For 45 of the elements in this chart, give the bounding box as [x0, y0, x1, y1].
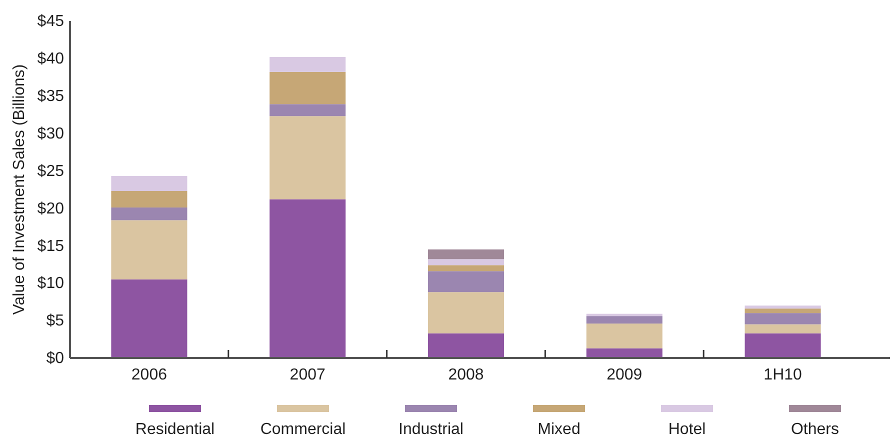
bar	[270, 199, 346, 358]
bar	[111, 220, 188, 280]
bar	[270, 56, 346, 72]
y-axis-title: Value of Investment Sales (Billions)	[11, 64, 28, 315]
bar	[111, 207, 188, 220]
bar	[111, 279, 188, 358]
bar	[428, 259, 504, 266]
x-tick-label: 2007	[290, 366, 326, 384]
legend-label: Mixed	[538, 421, 580, 436]
y-tick-label: $30	[37, 125, 64, 142]
bar	[111, 176, 188, 191]
bar	[270, 104, 346, 116]
bar	[586, 316, 662, 324]
bar	[744, 324, 821, 334]
y-tick-label: $35	[37, 88, 64, 106]
legend-label: Residential	[135, 421, 215, 436]
y-tick-label: $45	[37, 13, 64, 30]
y-tick-label: $20	[37, 200, 64, 218]
legend-label: Others	[790, 421, 840, 436]
bar	[744, 313, 821, 324]
legend-label: Hotel	[668, 421, 706, 436]
x-tick-label: 2009	[606, 366, 642, 384]
bar	[428, 271, 504, 292]
legend-label: Industrial	[398, 421, 464, 436]
y-tick-label: $15	[37, 238, 64, 255]
bar	[744, 306, 821, 309]
bar	[270, 72, 346, 104]
y-tick-label: $5	[46, 312, 64, 330]
legend-label: Commercial	[260, 421, 346, 436]
y-tick-label: $25	[37, 162, 64, 180]
y-tick-label: $10	[37, 275, 64, 292]
bar	[111, 191, 188, 208]
bar	[586, 324, 662, 348]
bar	[428, 265, 504, 272]
x-tick-label: 2006	[131, 366, 168, 384]
bar	[428, 249, 504, 260]
y-tick-label: $40	[37, 50, 64, 68]
y-tick-label: $0	[46, 350, 64, 368]
x-tick-label: 1H10	[764, 366, 802, 384]
bar	[744, 333, 821, 358]
x-tick-label: 2008	[448, 366, 484, 384]
bar	[270, 116, 346, 200]
bar	[428, 333, 504, 358]
bar	[744, 308, 821, 314]
bar	[428, 292, 504, 334]
